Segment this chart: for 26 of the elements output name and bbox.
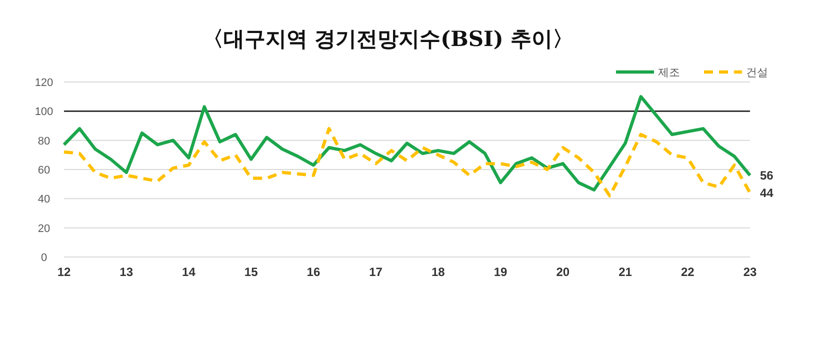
x-tick-label: 17 — [369, 265, 383, 279]
x-tick-label: 15 — [244, 265, 258, 279]
y-tick-label: 0 — [40, 252, 48, 264]
x-tick-label: 19 — [494, 265, 508, 279]
y-tick-label: 100 — [34, 106, 54, 118]
x-tick-label: 12 — [57, 265, 71, 279]
line-series — [62, 127, 752, 198]
y-tick-label: 120 — [34, 77, 54, 89]
x-tick-label: 21 — [618, 265, 632, 279]
x-tick-label: 22 — [680, 265, 695, 279]
y-tick-label: 80 — [38, 135, 50, 148]
y-tick-label: 60 — [38, 164, 50, 176]
data-label: 56 — [760, 168, 774, 182]
x-tick-label: 23 — [743, 265, 757, 279]
x-tick-label: 20 — [556, 265, 570, 279]
x-tick-label: 16 — [306, 265, 320, 279]
legend-label: 제조 — [658, 67, 680, 79]
x-tick-label: 14 — [182, 265, 196, 279]
data-label: 44 — [760, 186, 774, 200]
x-tick-label: 13 — [120, 265, 134, 279]
x-tick-label: 18 — [432, 265, 446, 279]
y-tick-label: 20 — [38, 222, 50, 235]
y-tick-label: 40 — [38, 194, 50, 206]
legend-label: 건설 — [746, 67, 768, 79]
chart-title: 〈대구지역 경기전망지수(BSI) 추이〉 — [202, 26, 574, 51]
line-series — [62, 94, 752, 192]
